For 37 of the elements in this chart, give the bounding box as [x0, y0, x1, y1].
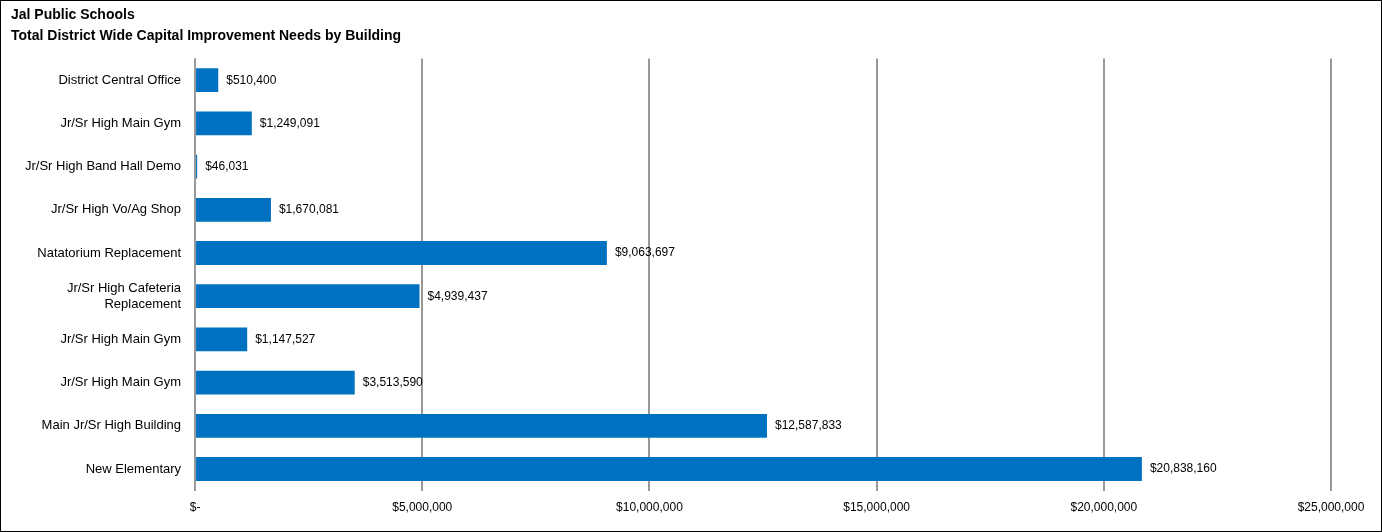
bar	[196, 284, 420, 309]
data-label: $46,031	[205, 158, 249, 173]
data-label: $1,249,091	[259, 115, 321, 130]
bar	[196, 457, 1142, 481]
data-label: $12,587,833	[775, 418, 843, 433]
bar	[196, 413, 768, 438]
data-label: $3,513,590	[362, 374, 424, 389]
bar	[196, 327, 248, 352]
data-label: $1,670,081	[278, 202, 340, 217]
y-tick-label: Jr/Sr High Main Gym	[60, 374, 182, 390]
x-tick-label: $15,000,000	[843, 500, 911, 515]
bar	[196, 241, 607, 265]
y-tick-label: Jr/Sr High Cafeteria Replacement	[66, 279, 182, 311]
chart-subtitle: Total District Wide Capital Improvement Needs by Building	[11, 27, 402, 44]
bar	[196, 111, 252, 136]
data-label: $510,400	[226, 72, 277, 87]
y-tick-label: Natatorium Replacement	[37, 244, 182, 260]
bar	[196, 68, 219, 93]
y-tick-label: Jr/Sr High Main Gym	[60, 330, 182, 346]
y-tick-label: Main Jr/Sr High Building	[41, 417, 182, 433]
y-tick-label: New Elementary	[85, 460, 182, 476]
y-tick-label: Jr/Sr High Band Hall Demo	[24, 158, 182, 174]
data-label: $20,838,160	[1149, 461, 1217, 476]
x-tick-label: $10,000,000	[616, 500, 684, 515]
y-tick-label: District Central Office	[58, 71, 182, 87]
x-tick-label: $20,000,000	[1070, 500, 1138, 515]
x-tick-label: $5,000,000	[392, 500, 453, 515]
data-label: $4,939,437	[427, 288, 488, 303]
x-tick-label: $-	[189, 500, 201, 515]
text: Jal Public Schools	[11, 6, 135, 23]
x-tick-label: $25,000,000	[1297, 500, 1365, 515]
y-tick-label: Jr/Sr High Main Gym	[60, 114, 182, 130]
bar	[196, 370, 355, 395]
data-label: $9,063,697	[614, 245, 676, 260]
bar	[196, 197, 271, 222]
data-label: $1,147,527	[255, 331, 316, 346]
y-tick-label: Jr/Sr High Vo/Ag Shop	[50, 201, 182, 217]
